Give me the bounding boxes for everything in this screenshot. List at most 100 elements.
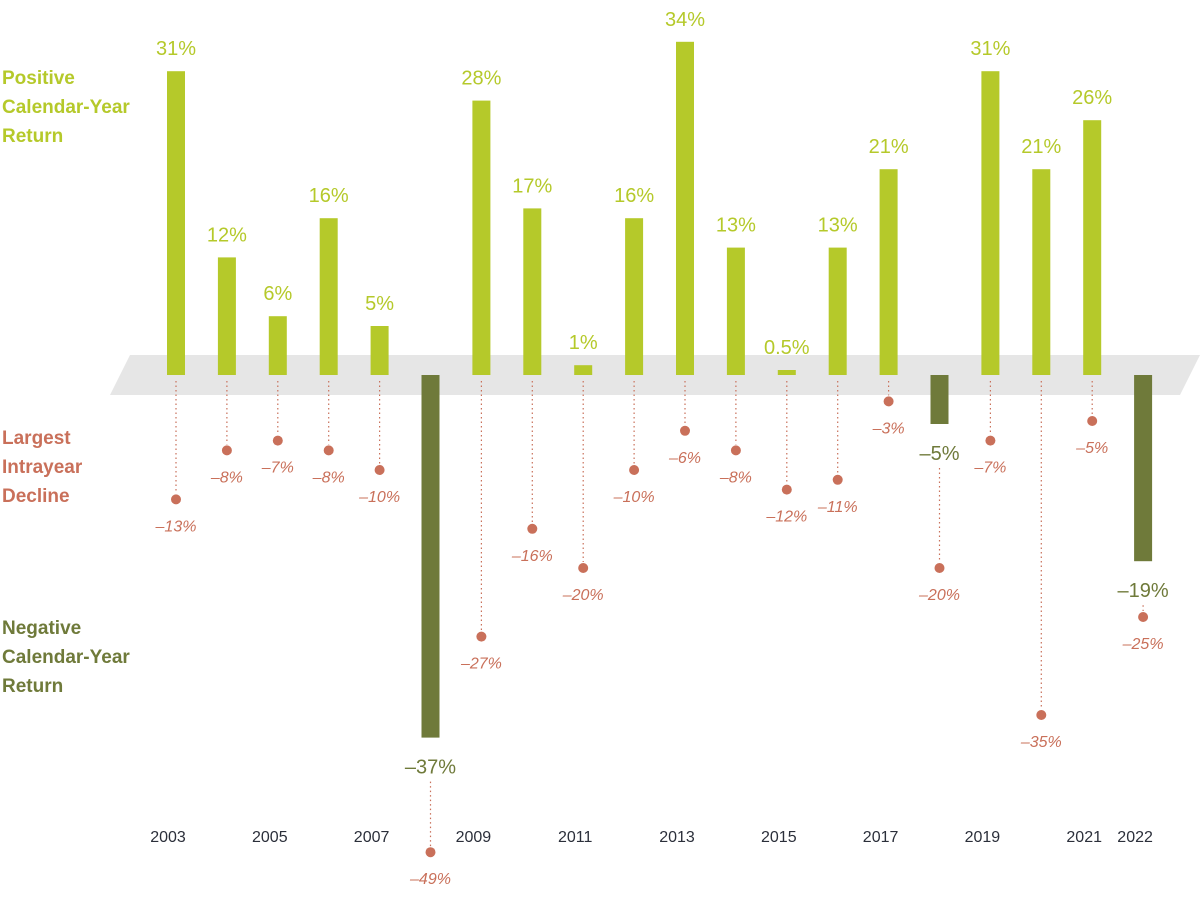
return-label-2013: 34%	[665, 9, 705, 31]
decline-dot-2009	[476, 631, 487, 642]
positive-label-line-3: Return	[2, 126, 64, 147]
return-bar-2017	[879, 169, 898, 375]
return-label-2009: 28%	[461, 68, 501, 90]
return-bar-2004	[217, 257, 236, 375]
return-bar-2009	[472, 100, 491, 375]
return-bar-2007	[370, 326, 389, 375]
positive-return-label: Positive Calendar-Year Return	[2, 64, 152, 151]
return-label-2022: –19%	[1118, 580, 1169, 602]
year-label-2015: 2015	[761, 829, 797, 846]
negative-label-line-3: Return	[2, 676, 64, 697]
decline-label-2020: –35%	[1020, 734, 1062, 751]
decline-label-2006: –8%	[312, 469, 345, 486]
decline-label-2018: –20%	[918, 587, 960, 604]
decline-dot-2004	[221, 445, 232, 456]
return-label-2018: –5%	[919, 443, 959, 465]
decline-dot-2007	[374, 465, 385, 475]
year-label-2017: 2017	[863, 829, 899, 846]
decline-label-2009: –27%	[460, 656, 502, 673]
return-label-2017: 21%	[869, 136, 909, 158]
decline-dot-2015	[781, 484, 792, 495]
decline-dot-2019	[985, 435, 996, 446]
year-label-2022: 2022	[1117, 829, 1153, 846]
positive-label-line-2: Calendar-Year	[2, 97, 130, 118]
return-bar-2018	[930, 375, 949, 424]
decline-dot-2021	[1087, 416, 1098, 426]
return-label-2007: 5%	[365, 293, 394, 315]
decline-dot-2005	[272, 435, 283, 446]
decline-label-2016: –11%	[817, 499, 858, 516]
return-bar-2016	[828, 247, 847, 375]
return-bar-2014	[726, 247, 745, 375]
decline-dot-2003	[171, 494, 181, 505]
return-label-2010: 17%	[512, 175, 552, 197]
year-label-2005: 2005	[252, 829, 288, 846]
decline-dot-2018	[934, 563, 945, 573]
decline-label-2022: –25%	[1122, 636, 1164, 653]
return-bar-2011	[574, 365, 593, 375]
return-bar-2003	[167, 71, 185, 375]
negative-label-line-2: Calendar-Year	[2, 647, 130, 668]
year-label-2021: 2021	[1066, 829, 1102, 846]
decline-dot-2016	[832, 474, 843, 485]
return-label-2020: 21%	[1021, 136, 1061, 158]
return-label-2012: 16%	[614, 185, 654, 207]
decline-label-2004: –8%	[210, 469, 243, 486]
decline-label-2013: –6%	[668, 450, 701, 467]
decline-label-2011: –20%	[562, 587, 604, 604]
return-bar-2020	[1032, 169, 1051, 375]
return-bar-2008	[421, 375, 440, 738]
decline-label-2005: –7%	[261, 460, 294, 477]
decline-dot-2012	[629, 465, 640, 475]
decline-label-2017: –3%	[872, 420, 905, 437]
decline-label-2003: –13%	[155, 518, 197, 535]
decline-label-line-3: Decline	[2, 486, 70, 507]
decline-label-2015: –12%	[765, 509, 807, 526]
negative-label-line-1: Negative	[2, 618, 82, 639]
decline-dot-2011	[578, 563, 589, 573]
decline-label-2012: –10%	[613, 489, 655, 506]
decline-label-line-1: Largest	[2, 428, 71, 449]
positive-label-line-1: Positive	[2, 68, 75, 89]
decline-dot-2014	[730, 445, 741, 456]
decline-dot-2022	[1138, 612, 1149, 622]
return-label-2016: 13%	[818, 215, 858, 237]
return-label-2003: 31%	[156, 38, 196, 60]
return-bar-2012	[625, 218, 644, 375]
return-label-2004: 12%	[207, 224, 247, 246]
decline-dot-2017	[883, 396, 894, 407]
return-bar-2010	[523, 208, 542, 375]
year-label-2011: 2011	[558, 829, 593, 846]
negative-return-label: Negative Calendar-Year Return	[2, 614, 152, 701]
decline-label-2021: –5%	[1075, 440, 1108, 457]
decline-label-2007: –10%	[358, 489, 400, 506]
return-label-2008: –37%	[405, 757, 456, 779]
return-label-2019: 31%	[970, 38, 1010, 60]
return-label-2015: 0.5%	[764, 337, 810, 359]
decline-dot-2010	[527, 523, 538, 534]
year-label-2007: 2007	[354, 829, 390, 846]
return-label-2021: 26%	[1072, 87, 1112, 109]
return-bar-2013	[676, 41, 694, 376]
return-bar-2015	[777, 370, 796, 375]
return-label-2014: 13%	[716, 215, 756, 237]
decline-dot-2008	[425, 847, 436, 858]
return-label-2011: 1%	[569, 332, 598, 354]
return-bar-2021	[1083, 120, 1102, 375]
return-bar-2022	[1134, 375, 1153, 562]
year-label-2009: 2009	[456, 829, 492, 846]
return-bar-2006	[319, 218, 338, 375]
decline-dot-2020	[1036, 710, 1047, 720]
return-label-2006: 16%	[309, 185, 349, 207]
decline-dot-2006	[323, 445, 334, 456]
year-label-2003: 2003	[150, 829, 186, 846]
decline-label-2014: –8%	[719, 469, 752, 486]
intrayear-decline-label: Largest Intrayear Decline	[2, 424, 152, 511]
year-label-2019: 2019	[965, 829, 1001, 846]
decline-label-2008: –49%	[409, 871, 451, 888]
return-label-2005: 6%	[263, 283, 292, 305]
decline-label-2019: –7%	[973, 460, 1006, 477]
return-bar-2019	[981, 71, 1000, 375]
year-label-2013: 2013	[659, 829, 695, 846]
